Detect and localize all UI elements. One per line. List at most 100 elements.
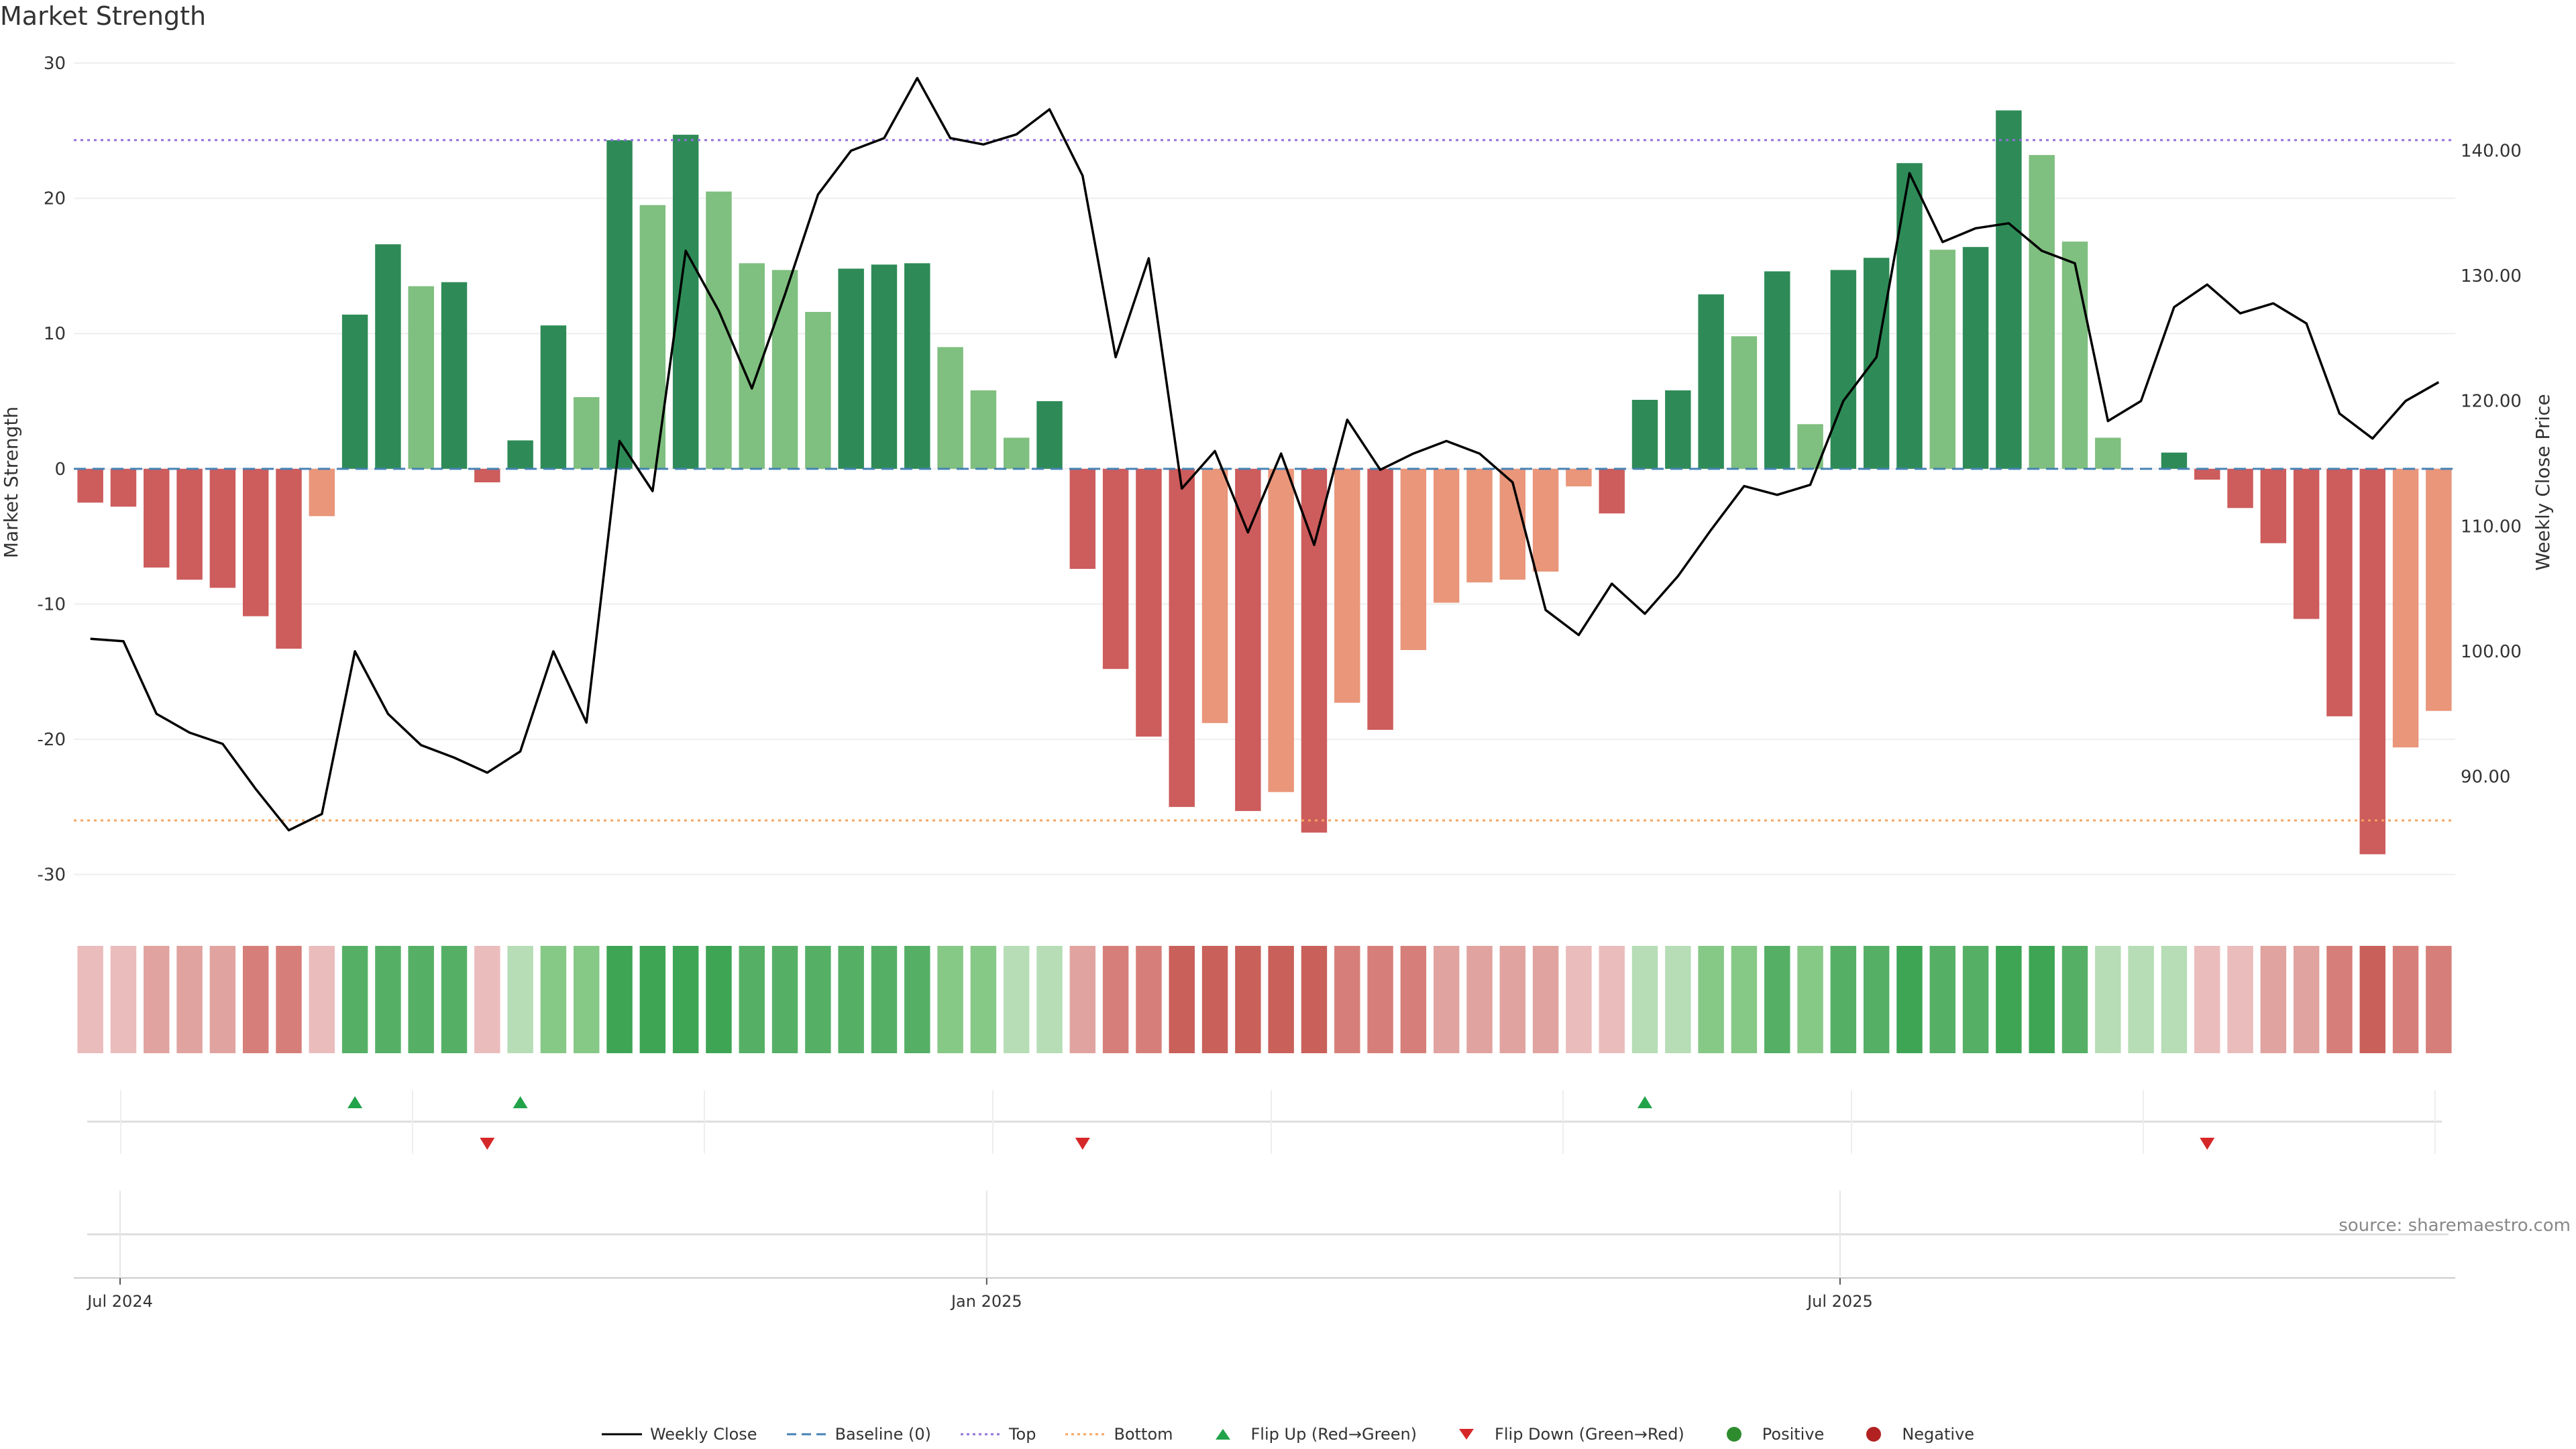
strength-bar [2029, 155, 2055, 469]
strength-bar [871, 264, 898, 469]
source-note: source: sharemaestro.com [2339, 1216, 2571, 1236]
heat-cell [1268, 946, 1294, 1053]
strength-bar [1863, 258, 1890, 469]
heat-cell [1069, 946, 1096, 1053]
legend-label: Positive [1762, 1425, 1825, 1444]
strength-bar [2227, 468, 2253, 508]
heat-cell [1830, 946, 1857, 1053]
heat-cell [1400, 946, 1427, 1053]
heat-cell [176, 946, 203, 1053]
axis-layer: 30 20 10 0 -10 -20 -30 140.00 130.00 120.00 110.00… [0, 54, 2554, 885]
y-axis-label: Market Strength [0, 407, 22, 558]
heat-cell [1731, 946, 1758, 1053]
heat-cell [1235, 946, 1261, 1053]
heat-cell [474, 946, 500, 1053]
strength-bar [2326, 468, 2353, 716]
heat-cell [1367, 946, 1393, 1053]
strength-bar [408, 286, 434, 469]
heat-cell [209, 946, 236, 1053]
heat-cell [1566, 946, 1592, 1053]
heat-cell [1599, 946, 1625, 1053]
legend-swatch-baseline [786, 1433, 827, 1436]
heat-cell [1764, 946, 1790, 1053]
strength-bar [771, 270, 798, 469]
flip-up-marker [347, 1096, 363, 1108]
strength-bar [1400, 468, 1427, 650]
heat-cell [1201, 946, 1228, 1053]
flip-up-marker [1638, 1096, 1653, 1108]
strength-bar [1069, 468, 1096, 570]
y2-tick-label: 140.00 [2461, 142, 2522, 162]
heat-cell [805, 946, 831, 1053]
legend: Weekly Close Baseline (0) Top Bottom Flip Up… [0, 1421, 2576, 1448]
strength-bar [904, 263, 930, 469]
strength-bar [1036, 401, 1063, 469]
strength-heat-strip [77, 946, 2452, 1053]
strength-bar [1169, 468, 1195, 807]
strength-bar [574, 396, 600, 469]
y2-tick-label: 100.00 [2461, 642, 2522, 662]
strength-bar [1566, 468, 1592, 487]
heat-cell [1136, 946, 1162, 1053]
strength-bar [2260, 468, 2287, 543]
strength-bar [1764, 271, 1790, 469]
heat-cell [507, 946, 533, 1053]
chart-title: Market Strength [0, 1, 207, 31]
heat-cell [1962, 946, 1989, 1053]
legend-item-negative: Negative [1854, 1425, 1974, 1444]
strength-bar [2161, 452, 2188, 469]
heat-cell [2326, 946, 2353, 1053]
strength-bar [2095, 437, 2121, 469]
strength-bar [77, 468, 103, 503]
heat-cell [871, 946, 898, 1053]
heat-cell [2095, 946, 2121, 1053]
y2-tick-label: 130.00 [2461, 266, 2522, 286]
heat-cell [2161, 946, 2188, 1053]
strength-bar [838, 268, 864, 469]
heat-cell [77, 946, 103, 1053]
strength-bar [474, 468, 500, 482]
strength-bar [1235, 468, 1261, 811]
strength-bar [2426, 468, 2452, 711]
heat-cell [341, 946, 368, 1053]
strength-bar [375, 244, 401, 469]
heat-cell [2392, 946, 2419, 1053]
y-tick-label: 30 [44, 54, 66, 74]
strength-bar [2061, 241, 2088, 469]
heat-cell [1301, 946, 1328, 1053]
strength-bar [1631, 400, 1658, 469]
y-tick-label: 20 [44, 189, 66, 209]
heat-cell [1334, 946, 1360, 1053]
heat-cell [574, 946, 600, 1053]
flip-down-marker [480, 1138, 495, 1150]
strength-bar [1929, 250, 1955, 469]
flip-up-marker [513, 1096, 528, 1108]
heat-cell [309, 946, 335, 1053]
strength-bar [2392, 468, 2419, 748]
y-tick-label: -30 [38, 865, 66, 885]
strength-bar [1996, 110, 2022, 469]
y2-tick-label: 90.00 [2461, 767, 2510, 787]
strength-bar [1499, 468, 1526, 580]
legend-swatch-flip_down [1459, 1429, 1474, 1440]
strength-bar [176, 468, 203, 580]
strength-bar [507, 440, 533, 469]
strength-bar [144, 468, 170, 568]
strength-bar [441, 282, 468, 469]
heat-cell [1896, 946, 1923, 1053]
heat-cell [1929, 946, 1955, 1053]
reference-lines [74, 139, 2455, 822]
strength-bar [2293, 468, 2320, 619]
heat-cell [1036, 946, 1063, 1053]
chart-canvas: 30 20 10 0 -10 -20 -30 140.00 130.00 120.00 110.00… [0, 54, 2554, 1311]
heat-cell [2194, 946, 2220, 1053]
legend-label: Weekly Close [649, 1425, 757, 1444]
x-tick-label: Jul 2024 [86, 1292, 153, 1311]
strength-bar [1433, 468, 1460, 603]
bar-layer [77, 110, 2452, 855]
legend-item-top: Top [960, 1425, 1036, 1444]
heat-cell [937, 946, 963, 1053]
legend-label: Baseline (0) [835, 1425, 931, 1444]
heat-cell [2359, 946, 2385, 1053]
legend-item-baseline: Baseline (0) [786, 1425, 931, 1444]
